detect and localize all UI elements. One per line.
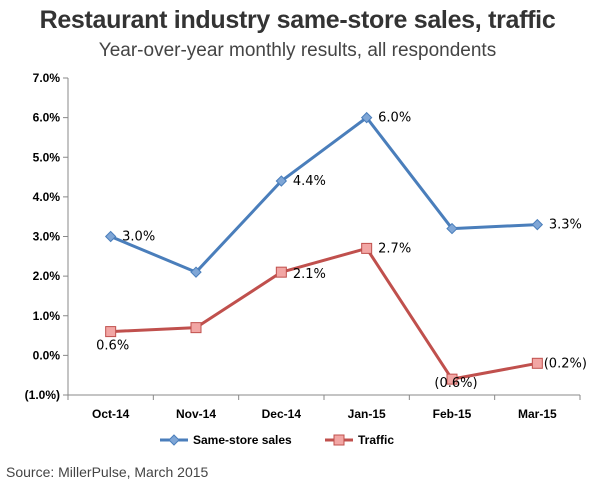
y-tick-label: 7.0% [33,71,61,85]
data-point-marker [190,322,202,334]
y-tick-label: 4.0% [33,190,61,204]
data-point-marker [446,222,458,235]
y-tick-label: 5.0% [33,150,61,164]
series-line-traffic [110,246,538,381]
data-label: 0.6% [96,339,129,354]
legend-label: Traffic [358,433,394,447]
data-label: 2.7% [378,241,411,256]
x-tick-label: Mar-15 [518,407,557,421]
data-point-marker [275,175,288,187]
data-point-marker [531,357,543,369]
chart-subtitle: Year-over-year monthly results, all resp… [98,40,497,61]
x-tick-label: Feb-15 [433,407,472,421]
data-label: 3.0% [122,230,155,245]
legend-marker [168,434,180,446]
legend-marker [333,434,345,446]
data-label: (0.2%) [544,356,587,371]
data-point-marker [104,230,117,243]
y-tick-label: 6.0% [33,111,61,125]
data-point-marker [360,111,373,124]
data-point-marker [361,242,373,254]
data-point-marker [190,266,202,278]
y-tick-label: 3.0% [33,230,61,244]
x-tick-label: Oct-14 [92,407,130,421]
x-tick-label: Jan-15 [348,407,386,421]
series-line-same-store-sales [110,116,538,274]
data-point-marker [446,373,458,385]
legend-label: Same-store sales [193,433,292,447]
y-tick-label: 1.0% [33,309,61,323]
data-label: (0.6%) [434,376,477,391]
chart-title: Restaurant industry same-store sales, tr… [39,6,556,34]
data-label: 3.3% [549,218,582,233]
y-tick-label: 2.0% [33,269,61,283]
x-tick-label: Dec-14 [262,407,302,421]
x-tick-label: Nov-14 [176,407,216,421]
data-label: 2.1% [293,267,326,282]
data-point-marker [105,326,117,338]
data-point-marker [275,266,287,278]
data-label: 6.0% [378,111,411,126]
y-tick-label: 0.0% [33,348,61,362]
y-tick-label: (1.0%) [25,388,60,402]
data-label: 4.4% [293,174,326,189]
data-point-marker [531,218,544,231]
source-note: Source: MillerPulse, March 2015 [6,464,209,480]
